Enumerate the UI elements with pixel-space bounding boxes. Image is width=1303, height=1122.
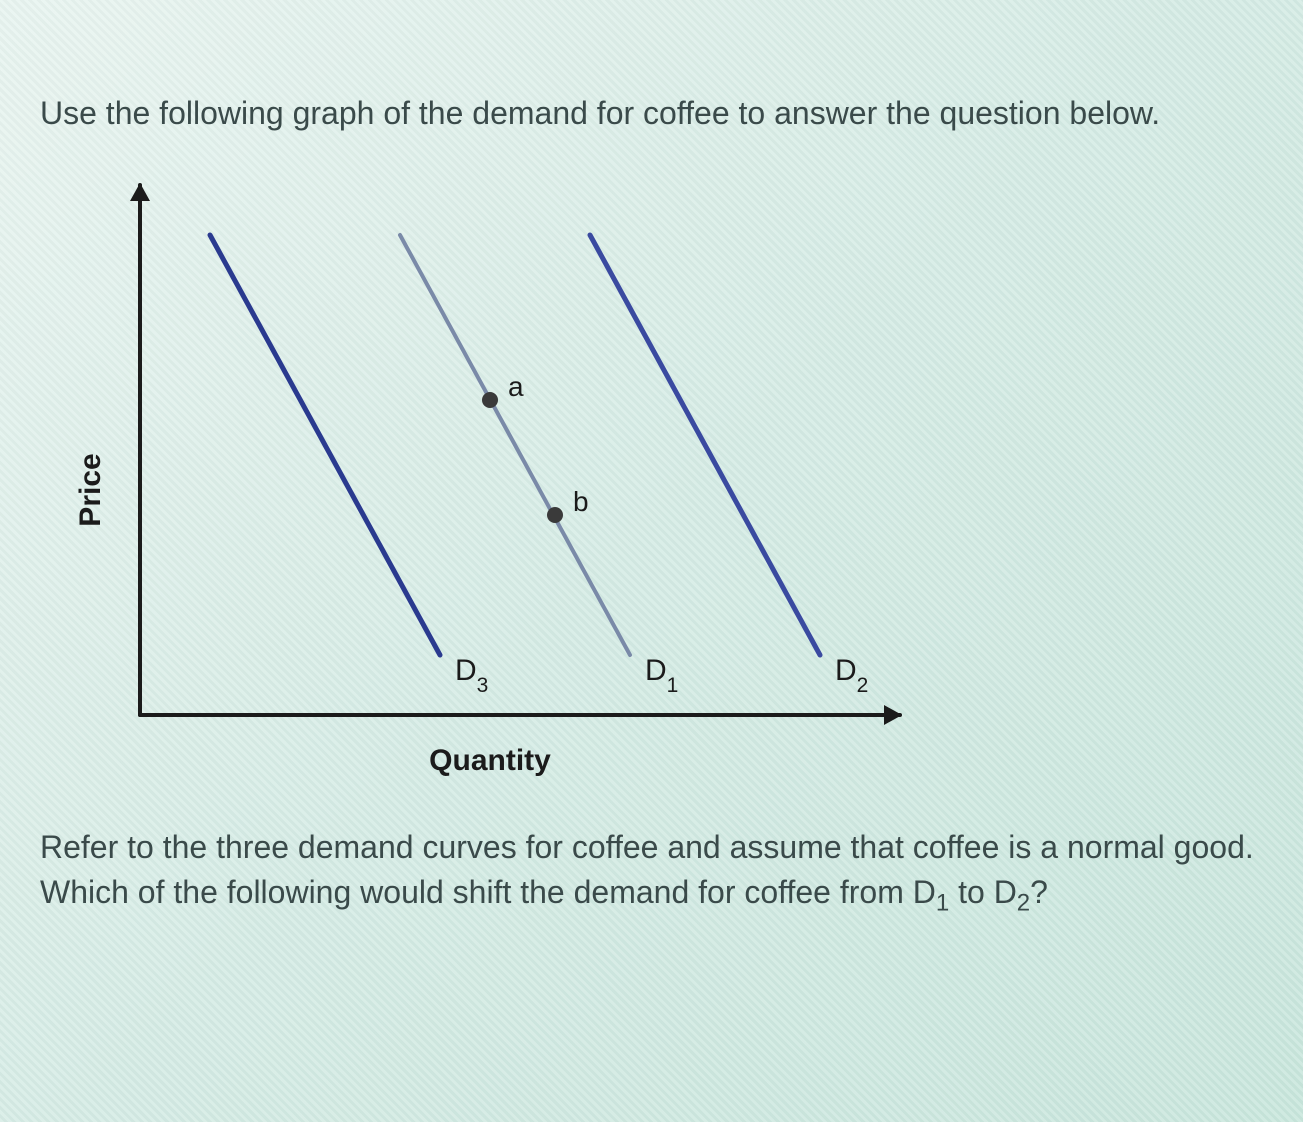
demand-curve-D3 [210,235,440,655]
x-axis-label: Quantity [429,744,551,777]
point-label-b: b [573,486,589,517]
chart-svg: Price Quantity D3 D1 D2 a b [70,155,970,795]
question-sub2: 2 [1017,889,1030,916]
question-text: Refer to the three demand curves for cof… [40,825,1263,920]
question-part1: Refer to the three demand curves for cof… [40,829,1254,910]
point-label-a: a [508,371,524,402]
intro-text: Use the following graph of the demand fo… [40,92,1263,135]
demand-chart: Price Quantity D3 D1 D2 a b [70,155,970,795]
demand-curve-D2 [590,235,820,655]
y-axis-label: Price [74,453,107,526]
curve-label-D1: D1 [645,654,678,697]
question-end: ? [1030,874,1048,910]
point-a [482,392,498,408]
point-b [547,507,563,523]
curve-label-D3: D3 [455,654,488,697]
page-container: Use the following graph of the demand fo… [0,0,1303,992]
curve-label-D2: D2 [835,654,868,697]
demand-curve-D1 [400,235,630,655]
question-mid: to D [949,874,1017,910]
question-sub1: 1 [936,889,949,916]
